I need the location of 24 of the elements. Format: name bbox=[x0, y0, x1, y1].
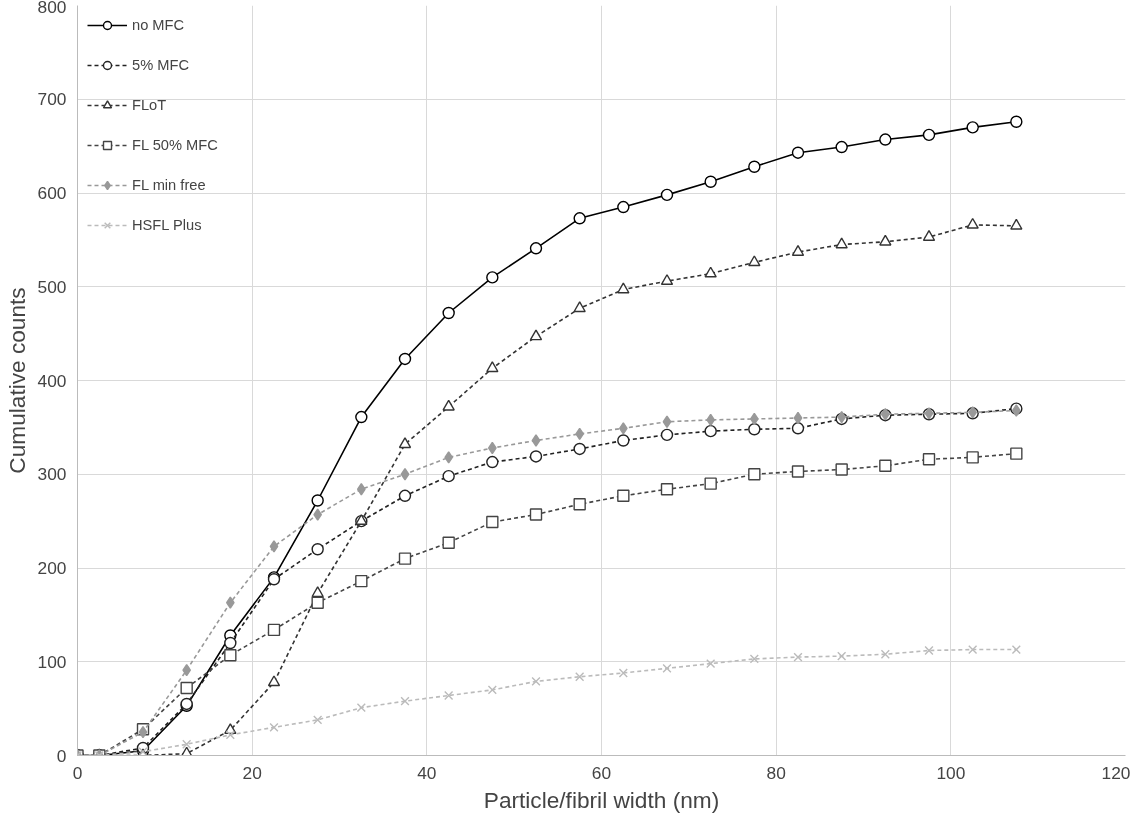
legend-label: no MFC bbox=[132, 17, 185, 33]
legend-label: HSFL Plus bbox=[132, 217, 202, 233]
y-axis-title: Cumulative counts bbox=[3, 287, 30, 474]
y-tick-label: 800 bbox=[37, 0, 67, 17]
legend-label: FLoT bbox=[132, 97, 167, 113]
x-tick-label: 80 bbox=[766, 762, 786, 783]
y-tick-label: 200 bbox=[37, 558, 67, 578]
legend-label: 5% MFC bbox=[132, 57, 190, 73]
x-tick-label: 120 bbox=[1101, 762, 1131, 783]
y-tick-label: 300 bbox=[37, 464, 67, 485]
y-tick-label: 0 bbox=[56, 745, 67, 766]
x-tick-label: 100 bbox=[936, 762, 966, 783]
legend-label: FL 50% MFC bbox=[132, 137, 218, 153]
x-tick-label: 20 bbox=[242, 762, 262, 783]
y-tick-label: 700 bbox=[37, 89, 67, 110]
x-tick-label: 0 bbox=[72, 762, 83, 783]
y-tick-label: 100 bbox=[37, 651, 67, 672]
x-tick-label: 60 bbox=[591, 762, 612, 783]
y-tick-label: 500 bbox=[37, 276, 67, 297]
y-tick-label: 600 bbox=[37, 183, 67, 203]
y-tick-label: 400 bbox=[37, 370, 67, 391]
x-tick-label: 40 bbox=[417, 762, 437, 783]
legend-label: FL min free bbox=[132, 177, 206, 193]
x-axis-title: Particle/fibril width (nm) bbox=[483, 786, 720, 813]
